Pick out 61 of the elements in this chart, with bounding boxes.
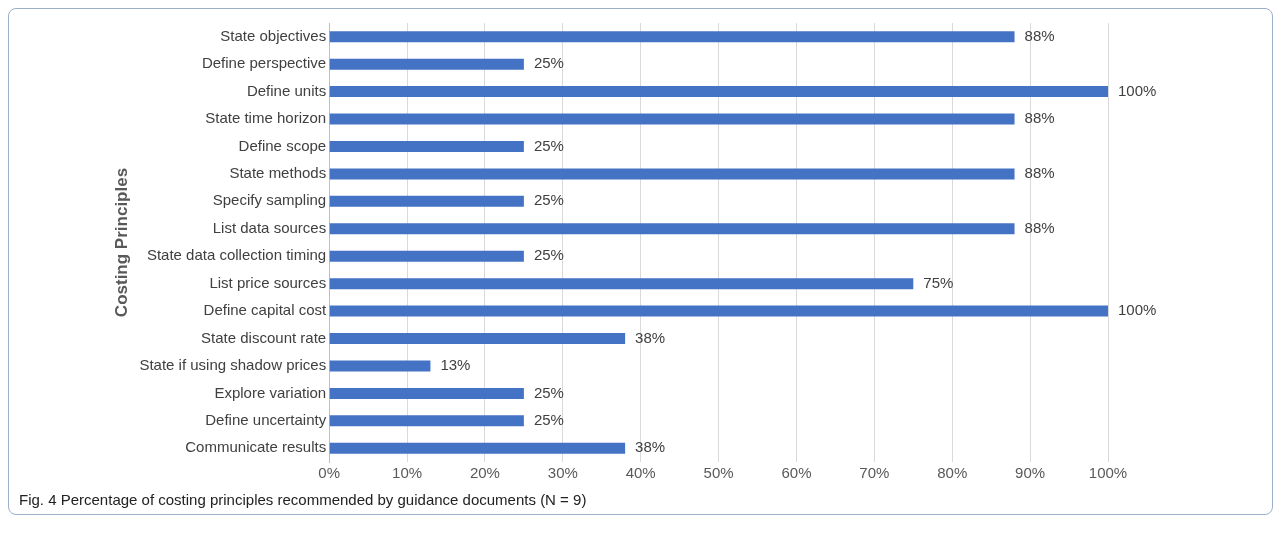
bar <box>329 278 914 290</box>
y-tick-label: Define units <box>246 81 327 99</box>
data-label: 88% <box>1024 164 1055 182</box>
data-label: 25% <box>533 410 564 428</box>
bar <box>329 360 431 372</box>
x-tick-label: 10% <box>392 464 423 482</box>
x-tick-label: 80% <box>937 464 968 482</box>
data-label: 88% <box>1024 218 1055 236</box>
bar <box>329 387 524 399</box>
x-tick-label: 20% <box>469 464 500 482</box>
bar <box>329 168 1015 180</box>
x-tick-label: 30% <box>547 464 578 482</box>
y-tick-label: State objectives <box>220 26 327 44</box>
bar <box>329 305 1108 317</box>
data-label: 38% <box>635 328 666 346</box>
bar <box>329 113 1015 125</box>
data-label: 75% <box>923 273 954 291</box>
y-tick-label: Specify sampling <box>212 191 327 209</box>
y-tick-label: State data collection timing <box>146 246 327 264</box>
data-label: 25% <box>533 136 564 154</box>
data-label: 25% <box>533 246 564 264</box>
x-tick-label: 60% <box>781 464 812 482</box>
data-label: 25% <box>533 191 564 209</box>
y-tick-label: List price sources <box>209 273 327 291</box>
data-label: 13% <box>440 356 471 374</box>
bar <box>329 442 626 454</box>
y-tick-label: State methods <box>229 164 327 182</box>
y-tick-label: State if using shadow prices <box>139 356 327 374</box>
y-tick-label: Define perspective <box>201 54 327 72</box>
y-tick-label: Define uncertainty <box>205 410 327 428</box>
bar <box>329 86 1108 98</box>
y-tick-label: Define scope <box>238 136 327 154</box>
y-tick-label: Communicate results <box>185 438 327 456</box>
data-label: 25% <box>533 54 564 72</box>
bar <box>329 58 524 70</box>
x-tick-label: 90% <box>1015 464 1046 482</box>
data-label: 88% <box>1024 109 1055 127</box>
x-tick-label: 50% <box>703 464 734 482</box>
y-tick-label: List data sources <box>212 218 327 236</box>
data-label: 25% <box>533 383 564 401</box>
data-label: 100% <box>1118 81 1157 99</box>
y-axis-title: Costing Principles <box>111 167 131 318</box>
bar <box>329 415 524 427</box>
x-tick-label: 100% <box>1088 464 1128 482</box>
y-tick-label: Define capital cost <box>203 301 327 319</box>
bar <box>329 333 626 345</box>
bar <box>329 195 524 207</box>
data-label: 38% <box>635 438 666 456</box>
bar <box>329 223 1015 235</box>
bar <box>329 31 1015 43</box>
caption: Fig. 4 Percentage of costing principles recommended by guidance documents (N = 9) <box>18 491 588 508</box>
y-tick-label: Explore variation <box>214 383 327 401</box>
data-label: 88% <box>1024 26 1055 44</box>
x-tick-label: 40% <box>625 464 656 482</box>
data-label: 100% <box>1118 301 1157 319</box>
x-tick-label: 0% <box>318 464 341 482</box>
bar <box>329 250 524 262</box>
x-tick-label: 70% <box>859 464 890 482</box>
y-tick-label: State discount rate <box>201 328 327 346</box>
bar <box>329 140 524 152</box>
y-tick-label: State time horizon <box>205 109 327 127</box>
